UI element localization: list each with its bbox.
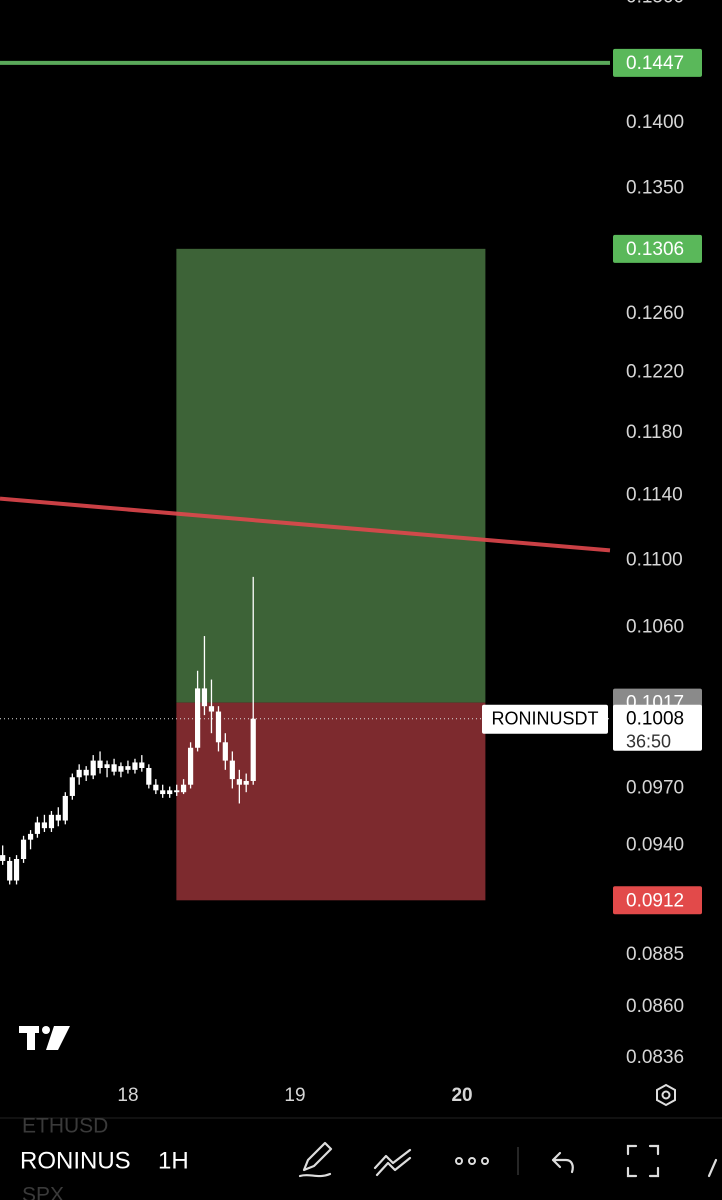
candle-body <box>20 839 27 860</box>
target-price-tag: 0.1306 <box>626 239 684 260</box>
x-tick-label: 19 <box>284 1085 305 1106</box>
candle-body <box>153 784 159 791</box>
y-tick-label: 0.0970 <box>626 777 684 798</box>
y-tick-label: 0.1060 <box>626 616 684 637</box>
trend-tool-icon[interactable] <box>373 1148 412 1177</box>
y-tick-label: 0.1400 <box>626 112 684 133</box>
countdown: 36:50 <box>626 731 671 751</box>
candle-body <box>7 860 13 881</box>
y-tick-label: 0.0836 <box>626 1047 684 1068</box>
y-tick-label: 0.1500 <box>626 0 684 8</box>
candle-body <box>201 688 208 707</box>
candle-body <box>229 760 235 780</box>
settings-icon[interactable] <box>656 1083 676 1107</box>
y-tick-label: 0.0860 <box>626 996 684 1017</box>
candle-body <box>104 764 110 768</box>
x-tick-label: 18 <box>117 1085 138 1106</box>
candle-body <box>34 822 41 834</box>
candle-body <box>69 777 75 796</box>
line-price-tag-bg <box>613 48 702 77</box>
candle-body <box>180 784 187 793</box>
symbol-tab[interactable]: RONINUS <box>20 1147 131 1174</box>
x-tick-label: 20 <box>451 1085 472 1106</box>
candle-body <box>41 822 48 829</box>
y-tick-label: 0.1180 <box>626 422 683 443</box>
candle-body <box>118 766 124 772</box>
plot-area <box>0 60 611 901</box>
candle-body <box>236 779 242 785</box>
y-tick-label: 0.1140 <box>626 484 683 505</box>
y-tick-label: 0.1220 <box>626 361 684 382</box>
candle-body <box>97 760 103 768</box>
candle-body <box>243 780 249 785</box>
y-tick-label: 0.0885 <box>626 944 684 965</box>
logo <box>19 1026 70 1050</box>
candle-body <box>215 711 222 743</box>
candle-body <box>48 814 55 829</box>
y-tick-label: 0.1260 <box>626 303 684 324</box>
candle-body <box>208 706 215 712</box>
profit-zone <box>176 248 486 703</box>
candle-body <box>0 855 6 861</box>
overflow-icon[interactable] <box>707 1158 718 1178</box>
draw-tool-icon[interactable] <box>298 1141 333 1178</box>
trendline <box>0 496 611 553</box>
last-price-tag-bg <box>613 704 702 751</box>
symbol-tag: RONINUSDT <box>492 708 599 728</box>
candle-body <box>90 760 96 776</box>
candle-body <box>62 795 68 821</box>
stop-price-tag: 0.0912 <box>626 890 684 911</box>
undo-icon[interactable] <box>551 1151 574 1174</box>
y-tick-label: 0.0940 <box>626 834 684 855</box>
more-icon[interactable] <box>455 1157 489 1165</box>
price-axis: 0.1500 0.1400 0.1350 0.1260 0.1220 0.1180 0.11… <box>610 0 684 1068</box>
candle-body <box>76 769 82 778</box>
price-tags: 0.14470.13060.10170.09120.100836:50RONIN… <box>482 48 702 915</box>
candle-body <box>55 814 61 821</box>
candle-body <box>146 767 152 785</box>
last-price-tag: 0.1008 <box>626 709 684 730</box>
candle-body <box>250 718 256 781</box>
interval-button[interactable]: 1H <box>158 1147 189 1174</box>
candle-body <box>83 769 89 776</box>
target-price-tag-bg <box>613 234 702 263</box>
candle-body <box>194 688 201 748</box>
candle-body <box>167 790 173 795</box>
candle-body <box>160 790 166 795</box>
candle-body <box>27 833 34 840</box>
fullscreen-icon[interactable] <box>626 1144 660 1178</box>
loss-zone <box>176 702 486 901</box>
symbol-tab[interactable]: ETHUSD <box>22 1115 108 1138</box>
candle-body <box>111 764 117 772</box>
candle-body <box>125 766 131 770</box>
candle-body <box>132 762 138 770</box>
line-price-tag: 0.1447 <box>626 53 684 74</box>
candle-body <box>13 859 20 881</box>
symbol-tag-bg <box>482 704 608 734</box>
y-tick-label: 0.1350 <box>626 178 684 199</box>
candle-body <box>174 790 180 793</box>
stop-price-tag-bg <box>613 886 702 915</box>
symbol-tab[interactable]: SPX <box>22 1184 64 1200</box>
candle-body <box>139 762 145 768</box>
y-tick-label: 0.1100 <box>626 549 683 570</box>
time-axis: 18 19 20 <box>117 1080 473 1106</box>
candle-body <box>187 747 194 785</box>
candle-body <box>222 742 228 761</box>
